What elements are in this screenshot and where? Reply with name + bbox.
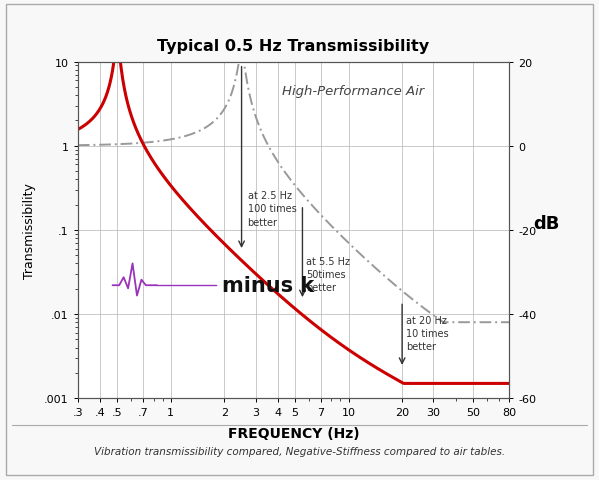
Text: at 2.5 Hz
100 times
better: at 2.5 Hz 100 times better	[247, 191, 297, 227]
Text: Vibration transmissibility compared, Negative-Stiffness compared to air tables.: Vibration transmissibility compared, Neg…	[94, 446, 505, 456]
Text: at 5.5 Hz
50times
better: at 5.5 Hz 50times better	[306, 256, 350, 292]
Y-axis label: Transmissibility: Transmissibility	[23, 182, 36, 278]
Text: High-Performance Air: High-Performance Air	[282, 85, 424, 98]
X-axis label: FREQUENCY (Hz): FREQUENCY (Hz)	[228, 426, 359, 440]
Title: Typical 0.5 Hz Transmissibility: Typical 0.5 Hz Transmissibility	[158, 39, 429, 54]
Text: minus k: minus k	[222, 276, 314, 296]
Text: dB: dB	[534, 214, 560, 232]
Text: at 20 Hz
10 times
better: at 20 Hz 10 times better	[406, 315, 449, 351]
